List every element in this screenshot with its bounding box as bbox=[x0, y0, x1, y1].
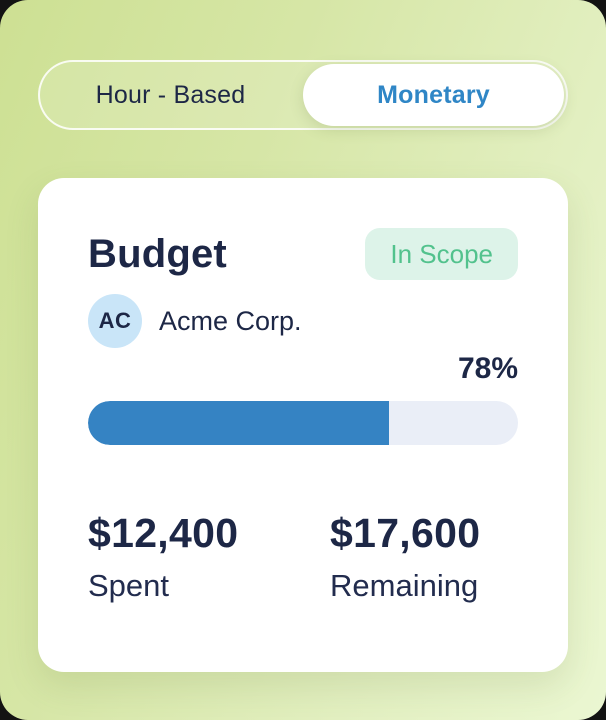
budget-card-header: Budget In Scope bbox=[88, 228, 518, 280]
client-row: AC Acme Corp. bbox=[88, 294, 518, 348]
budget-title: Budget bbox=[88, 232, 227, 276]
in-scope-badge: In Scope bbox=[365, 228, 518, 280]
budget-card: Budget In Scope AC Acme Corp. 78% $12,40… bbox=[38, 178, 568, 672]
toggle-option-hour-based[interactable]: Hour - Based bbox=[95, 80, 246, 109]
client-name: Acme Corp. bbox=[159, 305, 302, 336]
billing-mode-toggle: Hour - Based Monetary bbox=[38, 60, 568, 130]
stat-spent: $12,400 Spent bbox=[88, 510, 330, 604]
remaining-value: $17,600 bbox=[330, 510, 481, 556]
spent-label: Spent bbox=[88, 568, 170, 604]
client-avatar: AC bbox=[88, 294, 142, 348]
budget-progress-fill bbox=[88, 401, 389, 445]
progress-percent-label: 78% bbox=[457, 352, 518, 385]
stat-remaining: $17,600 Remaining bbox=[330, 510, 481, 604]
budget-stats: $12,400 Spent $17,600 Remaining bbox=[88, 510, 518, 604]
toggle-option-monetary[interactable]: Monetary bbox=[303, 64, 564, 126]
spent-value: $12,400 bbox=[88, 510, 239, 556]
budget-progress-bar bbox=[88, 401, 518, 445]
remaining-label: Remaining bbox=[330, 568, 479, 604]
